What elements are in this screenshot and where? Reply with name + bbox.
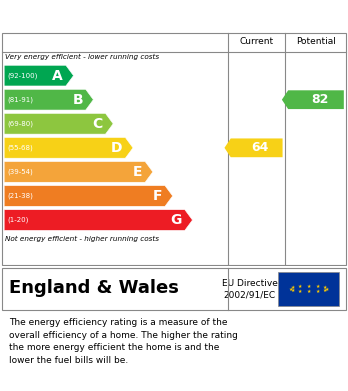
Polygon shape <box>4 113 113 134</box>
Text: A: A <box>52 69 63 83</box>
Text: ★: ★ <box>291 288 295 293</box>
Text: (21-38): (21-38) <box>7 193 33 199</box>
Text: ★: ★ <box>316 284 320 289</box>
Polygon shape <box>224 138 283 157</box>
Polygon shape <box>4 65 73 86</box>
Text: ★: ★ <box>288 287 293 292</box>
Text: 82: 82 <box>311 93 328 106</box>
Text: C: C <box>93 117 103 131</box>
Polygon shape <box>4 161 153 182</box>
Text: ★: ★ <box>298 284 302 289</box>
Text: Potential: Potential <box>296 38 336 47</box>
Bar <box>278 271 339 307</box>
Text: ★: ★ <box>298 289 302 294</box>
Text: (69-80): (69-80) <box>7 120 33 127</box>
Text: ★: ★ <box>325 287 329 292</box>
Text: ★: ★ <box>307 289 311 294</box>
Text: (55-68): (55-68) <box>7 145 33 151</box>
Text: F: F <box>153 189 162 203</box>
Text: Current: Current <box>239 38 274 47</box>
Polygon shape <box>282 90 344 109</box>
Text: B: B <box>72 93 83 107</box>
Text: ★: ★ <box>323 288 327 293</box>
Text: (39-54): (39-54) <box>7 169 33 175</box>
Text: E: E <box>133 165 142 179</box>
Text: EU Directive: EU Directive <box>222 279 278 288</box>
Text: Energy Efficiency Rating: Energy Efficiency Rating <box>9 9 219 23</box>
Text: ★: ★ <box>323 285 327 290</box>
Text: (81-91): (81-91) <box>7 97 33 103</box>
Text: England & Wales: England & Wales <box>9 279 179 297</box>
Polygon shape <box>4 138 133 158</box>
Text: (92-100): (92-100) <box>7 72 37 79</box>
Text: ★: ★ <box>316 289 320 294</box>
Polygon shape <box>4 210 192 230</box>
Text: The energy efficiency rating is a measure of the
overall efficiency of a home. T: The energy efficiency rating is a measur… <box>9 318 238 365</box>
Text: 64: 64 <box>252 141 269 154</box>
Text: G: G <box>171 213 182 227</box>
Polygon shape <box>4 186 173 206</box>
Text: (1-20): (1-20) <box>7 217 28 223</box>
Polygon shape <box>4 89 93 110</box>
Text: Very energy efficient - lower running costs: Very energy efficient - lower running co… <box>5 54 159 59</box>
Text: Not energy efficient - higher running costs: Not energy efficient - higher running co… <box>5 236 159 242</box>
Text: ★: ★ <box>307 284 311 289</box>
Text: D: D <box>111 141 122 155</box>
Text: 2002/91/EC: 2002/91/EC <box>224 291 276 300</box>
Text: ★: ★ <box>291 285 295 290</box>
